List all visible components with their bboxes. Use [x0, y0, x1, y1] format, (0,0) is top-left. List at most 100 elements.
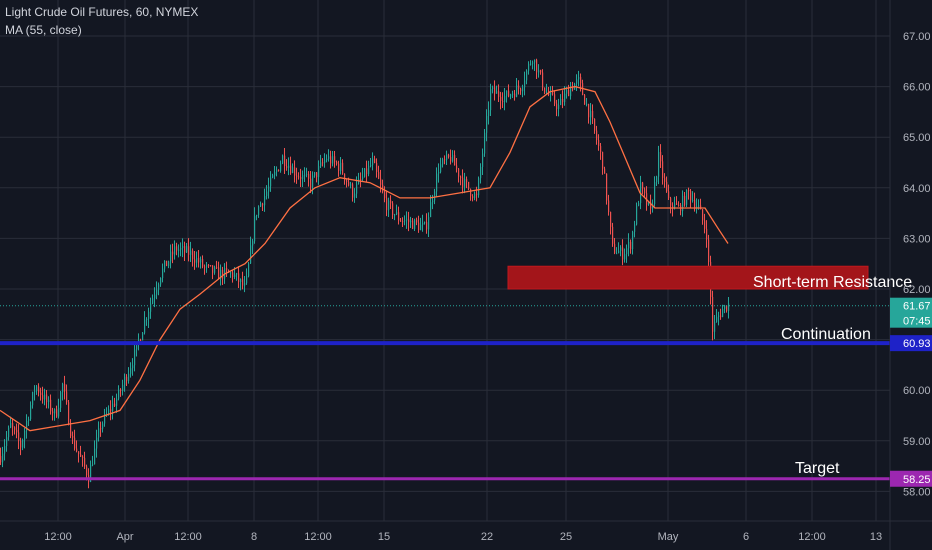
candle-body — [418, 222, 420, 231]
candle-body — [452, 155, 454, 162]
candle-body — [390, 200, 392, 204]
candle-body — [484, 132, 486, 154]
candle-body — [286, 166, 288, 168]
candle-body — [546, 92, 548, 94]
candle-body — [362, 176, 364, 180]
continuation-badge-bg — [890, 335, 932, 352]
candle-body — [396, 212, 398, 215]
candle-body — [436, 173, 438, 192]
continuation-label: Continuation — [781, 326, 871, 343]
candle-body — [160, 277, 162, 285]
candle-body — [302, 175, 304, 180]
candle-body — [446, 154, 448, 161]
candle-body — [246, 276, 248, 284]
last-price-badge: 61.67 — [903, 301, 931, 313]
candle-body — [492, 87, 494, 89]
candle-body — [364, 168, 366, 177]
last-price-badge-bg — [890, 297, 932, 328]
indicator-legend[interactable]: MA (55, close) — [5, 23, 82, 37]
candle-body — [410, 220, 412, 223]
candle-body — [214, 267, 216, 273]
candle-body — [638, 203, 640, 206]
candle-body — [54, 409, 56, 414]
candle-body — [222, 269, 224, 279]
candle-body — [380, 178, 382, 185]
price-axis[interactable]: 58.0059.0060.0061.0062.0063.0064.0065.00… — [903, 31, 931, 498]
candle-body — [506, 90, 508, 96]
candle-body — [210, 265, 212, 267]
candle-body — [448, 154, 450, 158]
candle-body — [586, 104, 588, 106]
candle-body — [522, 87, 524, 92]
candle-body — [322, 162, 324, 164]
candle-body — [104, 413, 106, 424]
candle-body — [128, 373, 130, 382]
candle-body — [276, 169, 278, 172]
candle-body — [626, 248, 628, 255]
grid — [0, 0, 890, 521]
candle-body — [148, 311, 150, 319]
candle-body — [702, 209, 704, 221]
candle-body — [458, 168, 460, 177]
x-tick-label: 15 — [378, 531, 390, 543]
y-tick-label: 64.00 — [903, 183, 931, 195]
candle-body — [212, 265, 214, 273]
candle-body — [648, 202, 650, 205]
candle-body — [698, 205, 700, 207]
candle-body — [194, 259, 196, 263]
candle-body — [560, 99, 562, 106]
candle-body — [220, 269, 222, 279]
x-tick-label: 6 — [743, 531, 749, 543]
x-tick-label: 12:00 — [304, 531, 332, 543]
candle-body — [656, 176, 658, 183]
candle-body — [164, 260, 166, 269]
candle-body — [602, 152, 604, 169]
candle-body — [70, 424, 72, 436]
candle-body — [20, 440, 22, 448]
candle-body — [134, 349, 136, 366]
time-axis[interactable]: 12:00 Apr 12:00 8 12:00 15 22 25 May 6 12:00 13 — [44, 531, 882, 543]
candle-body — [262, 203, 264, 206]
candle-body — [722, 308, 724, 317]
candle-body — [154, 294, 156, 299]
candle-body — [356, 183, 358, 194]
candle-body — [270, 177, 272, 187]
candle-body — [78, 451, 80, 455]
candle-body — [400, 220, 402, 222]
candle-body — [634, 224, 636, 232]
candle-body — [476, 193, 478, 196]
candle-body — [566, 89, 568, 94]
candle-body — [644, 188, 646, 194]
candle-body — [464, 178, 466, 187]
symbol-title[interactable]: Light Crude Oil Futures, 60, NYMEX — [5, 5, 199, 19]
x-tick-label: Apr — [116, 531, 133, 543]
candle-body — [608, 200, 610, 212]
resistance-zone[interactable] — [507, 265, 869, 290]
candle-body — [564, 93, 566, 103]
candle-body — [336, 161, 338, 164]
candle-body — [284, 155, 286, 167]
candle-body — [192, 250, 194, 260]
candle-body — [504, 95, 506, 102]
candle-body — [198, 257, 200, 263]
candle-body — [676, 203, 678, 205]
candle-body — [406, 219, 408, 221]
x-tick-label: 22 — [481, 531, 493, 543]
candle-body — [590, 111, 592, 118]
candle-body — [432, 200, 434, 203]
candle-body — [258, 206, 260, 215]
candle-body — [690, 191, 692, 201]
candle-body — [352, 184, 354, 198]
candle-body — [434, 191, 436, 201]
candle-body — [424, 222, 426, 224]
candle-body — [616, 253, 618, 255]
candle-body — [254, 216, 256, 242]
candle-body — [178, 249, 180, 251]
candle-body — [330, 156, 332, 164]
candle-body — [244, 283, 246, 286]
candle-body — [278, 169, 280, 171]
candle-body — [126, 376, 128, 382]
candle-body — [528, 63, 530, 71]
candle-body — [22, 439, 24, 448]
